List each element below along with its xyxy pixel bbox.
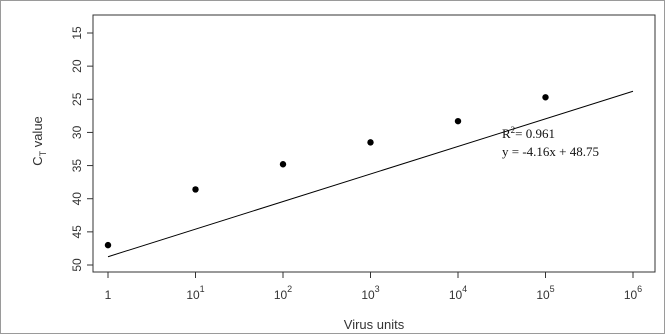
- y-tick-label: 15: [70, 26, 84, 40]
- data-point: [279, 161, 287, 168]
- r-squared-superscript: 2: [511, 125, 516, 135]
- y-tick-label: 25: [70, 92, 84, 106]
- y-axis-label: CT value: [30, 116, 48, 166]
- r-squared-value: = 0.961: [515, 126, 555, 141]
- y-axis: 15 20 25 30 35 40 45 50: [70, 26, 94, 272]
- data-point: [104, 241, 112, 249]
- x-tick-label: 102: [274, 284, 292, 302]
- data-point: [367, 139, 374, 146]
- y-tick-label: 40: [70, 192, 84, 206]
- data-points-group: [104, 94, 549, 249]
- data-point: [542, 94, 549, 101]
- svg-text:R2= 0.961: R2= 0.961: [502, 125, 555, 141]
- regression-line: [107, 90, 634, 258]
- y-tick-label: 50: [70, 258, 84, 272]
- y-axis-label-subscript: T: [38, 150, 48, 156]
- data-point: [454, 117, 462, 125]
- x-axis-label: Virus units: [344, 317, 405, 332]
- x-tick-label: 106: [624, 284, 642, 302]
- x-tick-label: 1: [105, 288, 112, 302]
- x-tick-label: 104: [449, 284, 467, 302]
- x-tick-label: 105: [536, 284, 554, 302]
- y-tick-label: 20: [70, 59, 84, 73]
- y-axis-label-rest: value: [30, 116, 45, 151]
- svg-text:CT value: CT value: [30, 116, 48, 166]
- y-tick-label: 35: [70, 159, 84, 173]
- x-tick-label: 103: [361, 284, 379, 302]
- y-axis-label-main: C: [30, 156, 45, 165]
- fit-annotation: R2= 0.961 y = -4.16x + 48.75: [502, 125, 599, 159]
- data-point: [192, 186, 199, 193]
- y-tick-label: 45: [70, 225, 84, 239]
- regression-line-group: [107, 90, 634, 258]
- x-axis: 1 101 102 103 104 105 106: [105, 271, 642, 302]
- y-tick-label: 30: [70, 125, 84, 139]
- x-tick-label: 101: [186, 284, 204, 302]
- r-squared-prefix: R: [502, 126, 511, 141]
- fit-equation: y = -4.16x + 48.75: [502, 144, 599, 159]
